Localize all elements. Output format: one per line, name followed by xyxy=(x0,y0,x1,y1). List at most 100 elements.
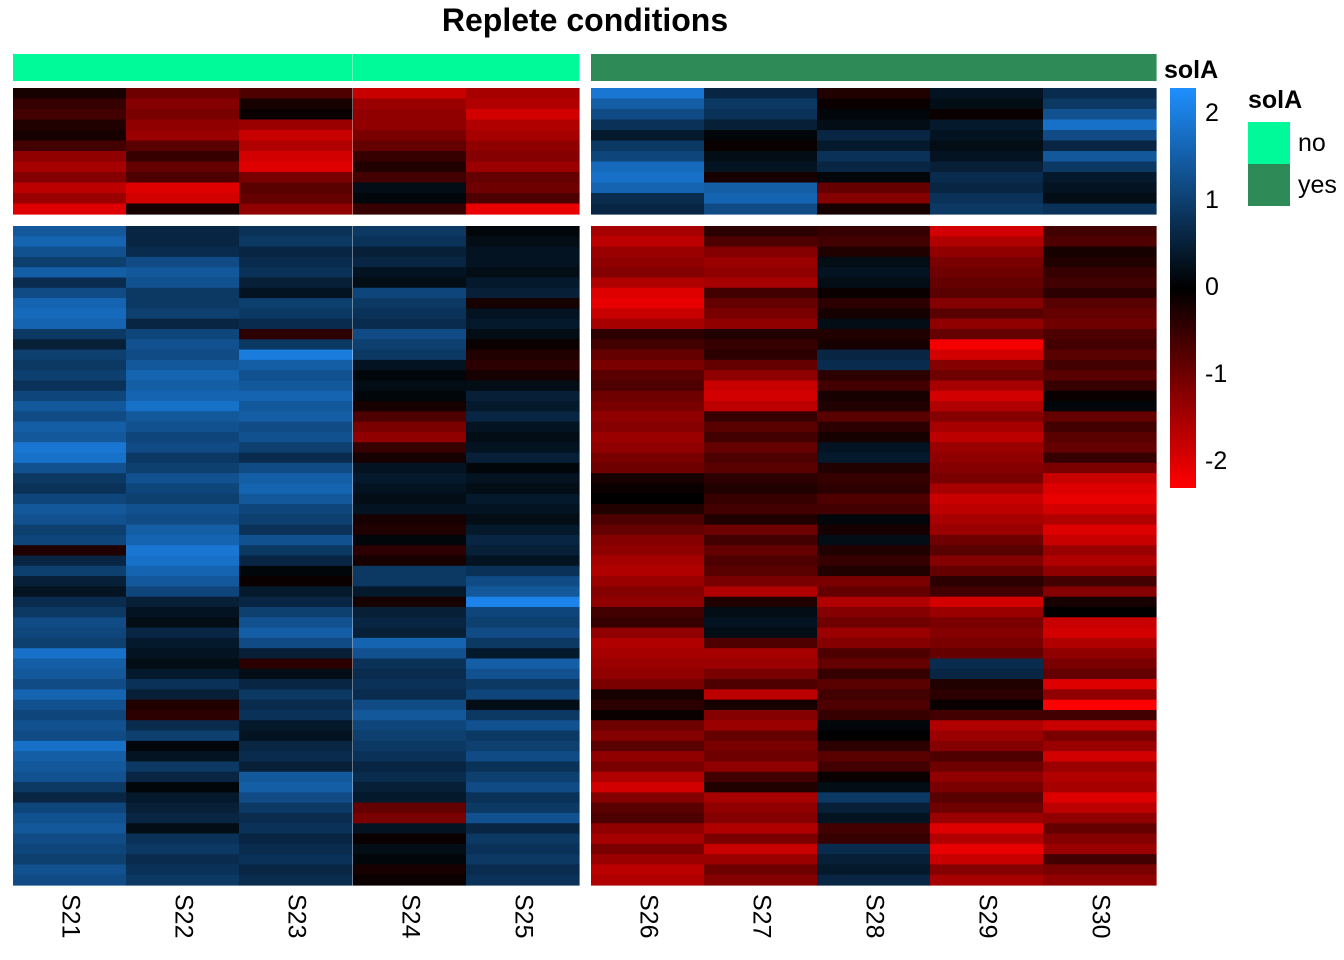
heatmap-cell xyxy=(353,359,467,371)
heatmap-cell xyxy=(930,452,1044,464)
heatmap-cell xyxy=(353,421,467,433)
heatmap-cell xyxy=(591,226,705,237)
heatmap-cell xyxy=(353,298,467,309)
heatmap-cell xyxy=(591,98,705,110)
heatmap-cell xyxy=(13,792,127,804)
heatmap-cell xyxy=(126,246,240,258)
heatmap-cell xyxy=(930,390,1044,402)
heatmap-cell xyxy=(353,658,467,670)
heatmap-cell xyxy=(930,699,1044,711)
heatmap-cell xyxy=(817,119,931,131)
heatmap-cell xyxy=(591,431,705,443)
heatmap-cell xyxy=(239,606,353,618)
heatmap-cell xyxy=(466,874,580,886)
heatmap-cell xyxy=(704,182,818,194)
heatmap-cell xyxy=(126,370,240,382)
heatmap-cell xyxy=(126,328,240,340)
heatmap-cell xyxy=(704,193,818,205)
heatmap-cell xyxy=(817,442,931,454)
heatmap-cell xyxy=(930,172,1044,184)
heatmap-cell xyxy=(239,504,353,515)
heatmap-cell xyxy=(466,236,580,248)
heatmap-cell xyxy=(930,359,1044,371)
heatmap-cell xyxy=(591,473,705,485)
heatmap-cell xyxy=(353,287,467,299)
heatmap-cell xyxy=(13,98,127,110)
heatmap-cell xyxy=(239,864,353,876)
heatmap-cell xyxy=(353,709,467,721)
heatmap-cell xyxy=(239,298,353,309)
heatmap-cell xyxy=(930,370,1044,382)
heatmap-cell xyxy=(126,473,240,485)
heatmap-cell xyxy=(239,140,353,152)
heatmap-cell xyxy=(817,473,931,485)
heatmap-cell xyxy=(466,318,580,330)
heatmap-cell xyxy=(13,874,127,886)
heatmap-cell xyxy=(126,823,240,835)
heatmap-cell xyxy=(353,151,467,163)
heatmap-cell xyxy=(353,771,467,783)
heatmap-cell xyxy=(466,401,580,412)
heatmap-cell xyxy=(353,370,467,382)
heatmap-cell xyxy=(466,349,580,361)
heatmap-cell xyxy=(591,802,705,814)
heatmap-cell xyxy=(591,193,705,205)
column-label-S23: S23 xyxy=(282,894,311,939)
heatmap-cell xyxy=(704,679,818,690)
heatmap-cell xyxy=(930,298,1044,309)
heatmap-cell xyxy=(930,130,1044,142)
heatmap-cell xyxy=(466,576,580,587)
heatmap-cell xyxy=(704,720,818,732)
heatmap-cell xyxy=(13,658,127,670)
annotation-cell-S23 xyxy=(239,54,353,81)
heatmap-cell xyxy=(817,140,931,152)
heatmap-cell xyxy=(126,751,240,763)
heatmap-cell xyxy=(13,193,127,205)
heatmap-cell xyxy=(817,452,931,464)
heatmap-cell xyxy=(353,493,467,505)
heatmap-cell xyxy=(13,151,127,163)
heatmap-cell xyxy=(126,668,240,680)
heatmap-cell xyxy=(704,483,818,495)
heatmap-cell xyxy=(466,161,580,173)
heatmap-cell xyxy=(930,730,1044,742)
heatmap-cell xyxy=(13,679,127,690)
heatmap-cell xyxy=(353,193,467,205)
heatmap-cell xyxy=(466,617,580,629)
heatmap-cell xyxy=(239,473,353,485)
heatmap-cell xyxy=(704,411,818,423)
heatmap-cell xyxy=(817,771,931,783)
heatmap-cell xyxy=(704,431,818,443)
heatmap-cell xyxy=(13,462,127,474)
heatmap-cell xyxy=(1043,699,1157,711)
heatmap-cell xyxy=(930,802,1044,814)
heatmap-cell xyxy=(126,277,240,289)
heatmap-cell xyxy=(1043,349,1157,361)
heatmap-cell xyxy=(353,390,467,402)
heatmap-cell xyxy=(704,596,818,608)
heatmap-cell xyxy=(353,576,467,587)
heatmap-cell xyxy=(466,493,580,505)
heatmap-cell xyxy=(930,596,1044,608)
heatmap-cell xyxy=(239,720,353,732)
heatmap-cell xyxy=(1043,596,1157,608)
legend-label-yes: yes xyxy=(1298,171,1337,199)
heatmap-cell xyxy=(353,349,467,361)
heatmap-cell xyxy=(353,339,467,351)
heatmap-cell xyxy=(1043,339,1157,351)
heatmap-cell xyxy=(930,771,1044,783)
heatmap-cell xyxy=(591,854,705,866)
heatmap-cell xyxy=(239,339,353,351)
heatmap-cell xyxy=(126,792,240,804)
heatmap-cell xyxy=(239,256,353,268)
heatmap-cell xyxy=(239,452,353,464)
heatmap-cell xyxy=(353,462,467,474)
heatmap-cell xyxy=(591,823,705,835)
annotation-cell-S25 xyxy=(466,54,580,81)
heatmap-cell xyxy=(126,720,240,732)
heatmap-cell xyxy=(13,576,127,587)
heatmap-cell xyxy=(239,277,353,289)
heatmap-cell xyxy=(353,442,467,454)
heatmap-cell xyxy=(817,792,931,804)
heatmap-cell xyxy=(817,390,931,402)
